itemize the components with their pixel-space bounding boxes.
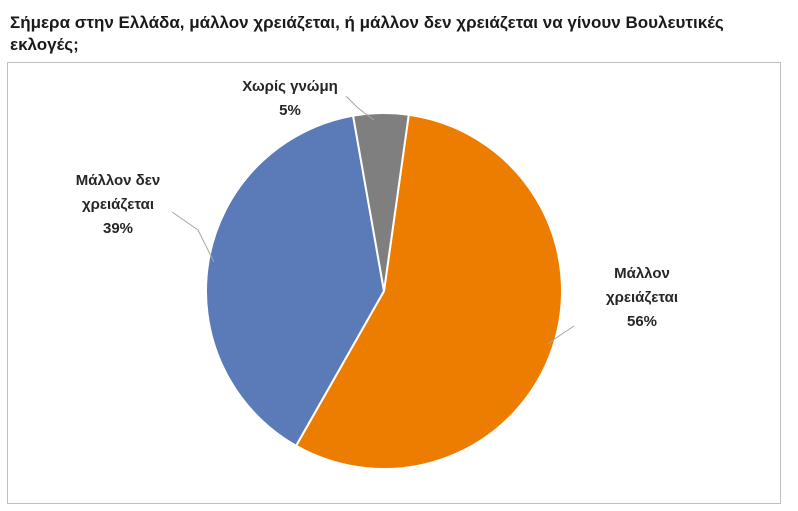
pie-slice-maybe-not-needed	[205, 114, 386, 448]
leader-line-maybe-needed	[547, 325, 575, 345]
slice-value-maybe-not-needed: 39%	[103, 220, 133, 237]
slice-label-maybe-needed: Μάλλον	[614, 265, 670, 282]
pie-slice-maybe-needed	[294, 113, 563, 470]
pie-slice-no-opinion	[351, 112, 410, 292]
slice-label-no-opinion: Χωρίς γνώμη	[242, 78, 338, 95]
pie-slices	[205, 112, 563, 470]
slice-label-maybe-not-needed: Μάλλον δεν	[76, 172, 160, 189]
slice-label-maybe-needed: χρειάζεται	[606, 289, 678, 306]
leader-line-maybe-not-needed	[171, 211, 215, 263]
leader-line-no-opinion	[345, 95, 375, 121]
chart-title: Σήμερα στην Ελλάδα, μάλλον χρειάζεται, ή…	[10, 13, 724, 54]
leader-lines	[171, 95, 575, 345]
slice-value-no-opinion: 5%	[279, 102, 301, 119]
slice-label-maybe-not-needed: χρειάζεται	[82, 196, 154, 213]
slice-value-maybe-needed: 56%	[627, 313, 657, 330]
slice-labels: Μάλλον χρειάζεται 56% Μάλλον δεν χρειάζεται 3…	[76, 78, 678, 330]
